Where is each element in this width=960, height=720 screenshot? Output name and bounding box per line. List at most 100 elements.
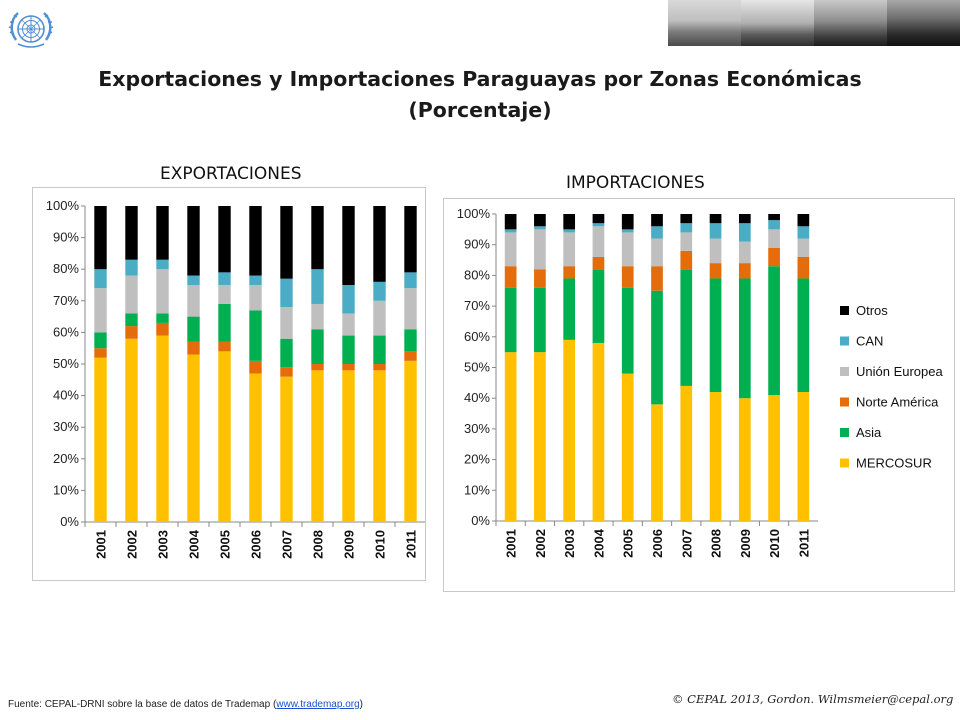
bar-segment-otros-2003 (563, 214, 576, 230)
bar-segment-mercosur-2003 (156, 335, 169, 522)
bar-segment-norte-américa-2003 (156, 322, 169, 336)
bar-segment-can-2007 (680, 223, 693, 233)
y-tick-label: 20% (464, 452, 490, 467)
bar-segment-unión-europea-2010 (768, 229, 780, 248)
imports-chart-frame: 0% 10% 20% 30% 40% 50% 60% 70% 80% 90% 100% 2001 200… (443, 198, 955, 592)
bar-segment-asia-2003 (563, 278, 576, 340)
bar-segment-mercosur-2010 (373, 370, 386, 522)
x-tick-label: 2010 (373, 530, 388, 559)
bar-segment-norte-américa-2010 (768, 247, 780, 267)
source-text: Fuente: CEPAL-DRNI sobre la base de dato… (8, 699, 277, 710)
x-tick-label: 2011 (796, 529, 811, 557)
un-logo (8, 12, 54, 48)
bar-segment-unión-europea-2003 (156, 269, 169, 314)
bar-segment-norte-américa-2004 (187, 341, 200, 355)
legend-swatch-otros (840, 306, 849, 315)
bar-segment-mercosur-2003 (563, 339, 576, 521)
exports-chart: 0% 10% 20% 30% 40% 50% 60% 70% 80% 90% 100% 2001 200… (46, 198, 426, 559)
x-tick-label: 2006 (249, 530, 264, 559)
bar-segment-mercosur-2005 (218, 351, 231, 522)
bar-segment-asia-2011 (797, 278, 810, 393)
bar-segment-asia-2005 (218, 303, 231, 342)
bar-segment-can-2010 (768, 220, 780, 230)
bar-segment-norte-américa-2007 (280, 367, 293, 377)
bar-segment-can-2001 (504, 229, 517, 233)
y-tick-label: 100% (46, 198, 80, 213)
bar-segment-otros-2004 (187, 206, 200, 276)
bar-segment-mercosur-2006 (651, 404, 663, 521)
bar-segment-norte-américa-2003 (563, 266, 576, 279)
y-tick-label: 90% (464, 237, 490, 252)
x-tick-label: 2002 (125, 530, 140, 559)
page-title: Exportaciones y Importaciones Paraguayas… (40, 64, 920, 126)
bar-segment-mercosur-2008 (311, 370, 324, 522)
legend-label: Asia (856, 425, 882, 440)
bar-segment-can-2001 (94, 269, 107, 289)
bar-segment-otros-2007 (280, 206, 293, 279)
port-photo-4 (887, 0, 960, 46)
bar-segment-unión-europea-2005 (621, 232, 634, 267)
bar-segment-unión-europea-2001 (504, 232, 517, 267)
bar-segment-mercosur-2005 (621, 373, 634, 521)
bar-segment-asia-2002 (534, 287, 546, 353)
bar-segment-asia-2009 (738, 278, 751, 399)
port-photo-3 (814, 0, 887, 46)
bar-segment-otros-2001 (504, 214, 517, 230)
x-tick-label: 2007 (280, 530, 295, 559)
copyright-note: © CEPAL 2013, Gordon. Wilmsmeier@cepal.o… (672, 692, 954, 706)
x-tick-label: 2007 (679, 529, 694, 558)
bar-segment-norte-américa-2009 (738, 263, 751, 279)
y-tick-label: 30% (53, 419, 79, 434)
legend-label: Unión Europea (856, 364, 943, 379)
bar-segment-otros-2011 (797, 214, 810, 227)
bar-segment-mercosur-2011 (797, 392, 810, 521)
bar-segment-can-2008 (709, 223, 722, 239)
bar-segment-otros-2004 (592, 214, 605, 224)
bar-segment-otros-2006 (651, 214, 663, 227)
bar-segment-asia-2007 (280, 338, 293, 368)
bar-segment-can-2011 (797, 226, 810, 239)
trademap-link[interactable]: www.trademap.org (276, 699, 360, 710)
bar-segment-otros-2002 (125, 206, 138, 260)
exports-chart-frame: 0% 10% 20% 30% 40% 50% 60% 70% 80% 90% 100% 2001 200… (32, 187, 426, 581)
bar-segment-mercosur-2010 (768, 395, 780, 521)
legend-swatch-can (840, 336, 849, 346)
legend-swatch-asia (840, 428, 849, 437)
legend-label: Otros (856, 303, 888, 318)
y-tick-label: 50% (464, 360, 490, 375)
y-tick-label: 50% (53, 356, 79, 371)
bar-segment-mercosur-2011 (404, 360, 417, 522)
bar-segment-otros-2010 (768, 214, 780, 221)
bar-segment-unión-europea-2004 (592, 226, 605, 257)
bar-segment-otros-2006 (249, 206, 262, 276)
bar-segment-otros-2002 (534, 214, 546, 227)
bar-segment-otros-2007 (680, 214, 693, 224)
x-tick-label: 2003 (156, 530, 171, 559)
bar-segment-norte-américa-2002 (125, 326, 138, 339)
bar-segment-unión-europea-2006 (249, 285, 262, 311)
bar-segment-can-2011 (404, 272, 417, 289)
bar-segment-unión-europea-2002 (534, 229, 546, 270)
x-tick-label: 2004 (591, 528, 606, 558)
bar-segment-mercosur-2007 (280, 376, 293, 522)
bar-segment-asia-2011 (404, 329, 417, 352)
x-tick-label: 2001 (94, 530, 109, 559)
bar-segment-asia-2008 (709, 278, 722, 393)
bar-segment-unión-europea-2009 (342, 313, 355, 336)
bar-segment-asia-2007 (680, 269, 693, 386)
header-photo-strip (668, 0, 960, 46)
bar-segment-unión-europea-2003 (563, 232, 576, 267)
y-tick-label: 0% (60, 514, 79, 529)
bar-segment-can-2004 (592, 223, 605, 227)
y-tick-label: 90% (53, 230, 79, 245)
port-photo-2 (741, 0, 814, 46)
bar-segment-otros-2001 (94, 206, 107, 270)
x-tick-label: 2001 (504, 529, 519, 558)
bar-segment-asia-2009 (342, 335, 355, 364)
title-line-1: Exportaciones y Importaciones Paraguayas… (98, 67, 862, 91)
bar-segment-unión-europea-2007 (280, 307, 293, 339)
exports-chart-title: EXPORTACIONES (160, 164, 302, 184)
y-tick-label: 0% (471, 513, 490, 528)
bar-segment-unión-europea-2004 (187, 285, 200, 317)
x-tick-label: 2010 (767, 529, 782, 558)
